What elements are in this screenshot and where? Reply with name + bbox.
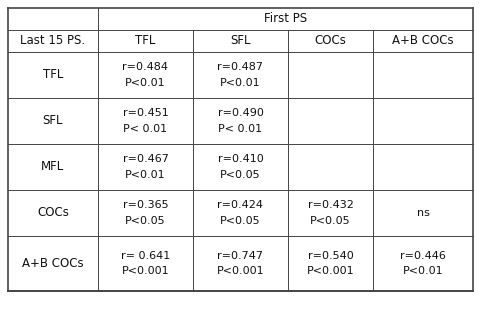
Text: r=0.490
P< 0.01: r=0.490 P< 0.01 (217, 108, 263, 134)
Text: A+B COCs: A+B COCs (392, 35, 454, 47)
Text: r=0.424
P<0.05: r=0.424 P<0.05 (217, 200, 263, 226)
Text: r=0.467
P<0.01: r=0.467 P<0.01 (123, 154, 169, 180)
Text: A+B COCs: A+B COCs (22, 257, 84, 270)
Text: First PS: First PS (264, 13, 307, 26)
Text: Last 15 PS.: Last 15 PS. (21, 35, 86, 47)
Text: MFL: MFL (41, 161, 65, 173)
Text: COCs: COCs (315, 35, 346, 47)
Text: ns: ns (417, 208, 430, 218)
Text: TFL: TFL (135, 35, 156, 47)
Text: r=0.487
P<0.01: r=0.487 P<0.01 (217, 62, 263, 88)
Text: TFL: TFL (43, 68, 63, 81)
Text: r=0.432
P<0.05: r=0.432 P<0.05 (308, 200, 354, 226)
Text: r=0.484
P<0.01: r=0.484 P<0.01 (123, 62, 169, 88)
Text: r=0.446
P<0.01: r=0.446 P<0.01 (400, 251, 446, 276)
Text: SFL: SFL (230, 35, 251, 47)
Text: SFL: SFL (43, 114, 63, 128)
Text: r=0.451
P< 0.01: r=0.451 P< 0.01 (123, 108, 169, 134)
Text: r=0.410
P<0.05: r=0.410 P<0.05 (217, 154, 263, 180)
Text: r=0.747
P<0.001: r=0.747 P<0.001 (217, 251, 264, 276)
Text: COCs: COCs (37, 206, 69, 220)
Text: r=0.365
P<0.05: r=0.365 P<0.05 (123, 200, 168, 226)
Text: r=0.540
P<0.001: r=0.540 P<0.001 (307, 251, 354, 276)
Text: r= 0.641
P<0.001: r= 0.641 P<0.001 (121, 251, 170, 276)
